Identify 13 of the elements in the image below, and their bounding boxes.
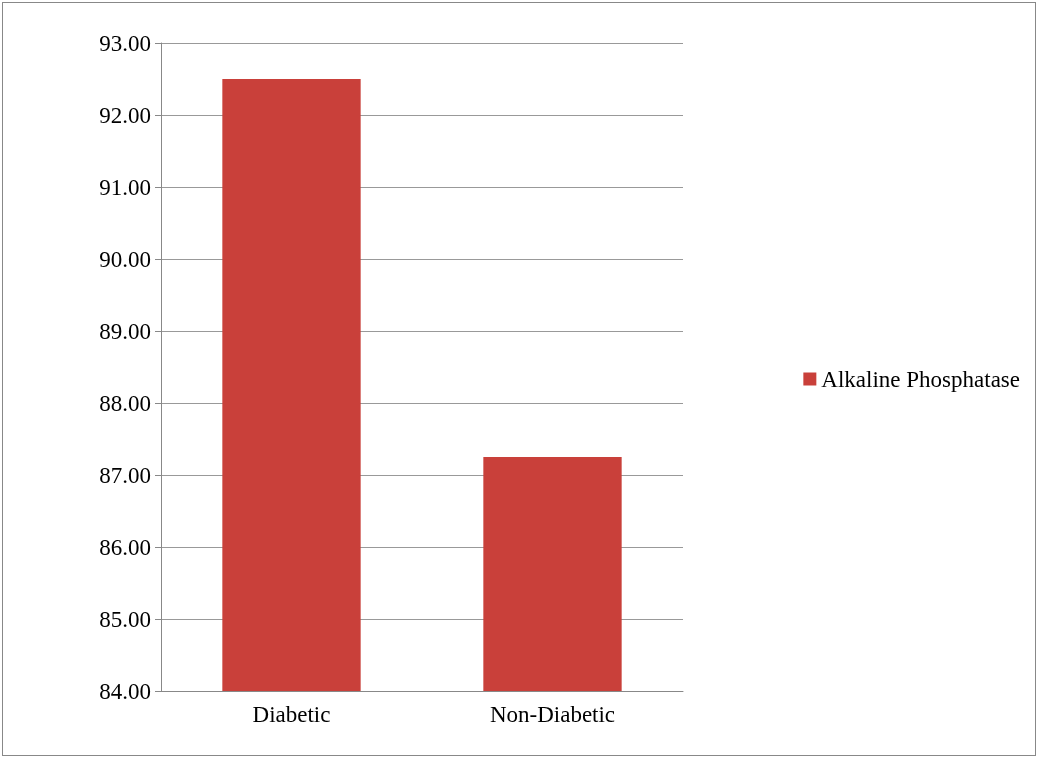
legend-label: Alkaline Phosphatase xyxy=(821,366,1020,392)
y-tick-label: 89.00 xyxy=(99,318,151,344)
y-tick-label: 93.00 xyxy=(99,30,151,56)
y-tick-label: 91.00 xyxy=(99,174,151,200)
x-tick-label: Diabetic xyxy=(252,702,331,727)
y-tick-label: 86.00 xyxy=(99,534,151,560)
y-tick-label: 88.00 xyxy=(99,390,151,416)
y-tick-label: 87.00 xyxy=(99,462,151,488)
y-tick-label: 85.00 xyxy=(99,606,151,632)
y-tick-label: 90.00 xyxy=(99,246,151,272)
x-tick-label: Non-Diabetic xyxy=(489,702,616,727)
y-tick-label: 92.00 xyxy=(99,102,151,128)
y-tick-label: 84.00 xyxy=(99,678,151,704)
